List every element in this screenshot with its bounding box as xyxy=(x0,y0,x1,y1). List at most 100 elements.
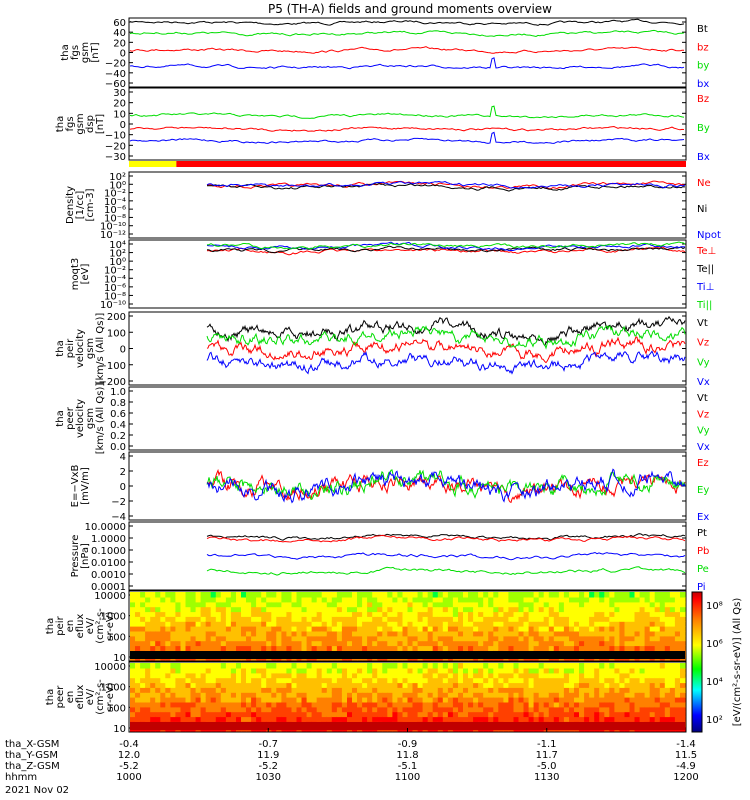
spectrogram-cell xyxy=(256,635,262,642)
spectrogram-cell xyxy=(609,611,615,617)
spectrogram-cell xyxy=(291,621,298,627)
spectrogram-cell xyxy=(609,682,615,688)
y-axis-label: thapeerenefluxeV/(cm²-s-sr-eV) xyxy=(45,679,116,715)
spectrogram-cell xyxy=(584,621,590,627)
spectrogram-cell xyxy=(205,711,212,718)
spectrogram-cell xyxy=(563,687,570,693)
spectrogram-cell xyxy=(165,640,171,647)
spectrogram-cell xyxy=(155,635,161,642)
spectrogram-cell xyxy=(513,621,520,627)
spectrogram-cell xyxy=(241,687,247,693)
spectrogram-cell xyxy=(180,672,187,679)
spectrogram-cell xyxy=(599,667,605,674)
spectrogram-cell xyxy=(195,621,202,627)
spectrogram-cell xyxy=(377,706,383,713)
spectrogram-cell xyxy=(634,716,641,722)
spectrogram-cell xyxy=(392,621,398,627)
spectrogram-cell xyxy=(639,596,646,603)
spectrogram-cell xyxy=(493,601,499,608)
panel-9: 10000100010010thapeirenefluxeV/(cm²-s-sr… xyxy=(45,590,687,664)
spectrogram-cell xyxy=(326,687,333,693)
spectrogram-cell xyxy=(241,596,247,603)
spectrogram-cell xyxy=(543,672,550,679)
spectrogram-cell xyxy=(266,672,272,679)
spectrogram-cell xyxy=(432,635,439,642)
spectrogram-cell xyxy=(200,716,207,722)
spectrogram-cell xyxy=(437,677,444,684)
spectrogram-cell xyxy=(422,626,429,632)
spectrogram-cell xyxy=(574,606,580,613)
spectrogram-cell xyxy=(669,611,676,617)
spectrogram-cell xyxy=(190,692,197,698)
spectrogram-cell xyxy=(680,682,686,688)
spectrogram-cell xyxy=(291,701,298,708)
spectrogram-cell xyxy=(246,611,252,617)
spectrogram-cell xyxy=(452,663,459,669)
spectrogram-cell xyxy=(155,592,161,598)
spectrogram-cell xyxy=(553,611,560,617)
spectrogram-cell xyxy=(352,663,358,669)
spectrogram-cell xyxy=(624,663,631,669)
spectrogram-cell xyxy=(503,687,509,693)
spectrogram-cell xyxy=(579,677,585,684)
spectrogram-cell xyxy=(200,611,207,617)
spectrogram-cell xyxy=(543,716,550,722)
spectrogram-cell xyxy=(468,682,474,688)
spectrogram-cell xyxy=(185,640,192,647)
spectrogram-cell xyxy=(528,672,535,679)
legend-Te⊥: Te⊥ xyxy=(696,246,716,257)
spectrogram-cell xyxy=(483,645,489,651)
spectrogram-cell xyxy=(195,701,202,708)
spectrogram-cell xyxy=(468,716,474,722)
spectrogram-cell xyxy=(291,687,298,693)
spectrogram-cell xyxy=(210,601,217,608)
spectrogram-cell xyxy=(246,711,252,718)
spectrogram-cell xyxy=(331,611,338,617)
spectrogram-cell xyxy=(331,592,338,598)
spectrogram-cell xyxy=(447,677,454,684)
spectrogram-cell xyxy=(195,677,202,684)
spectrogram-cell xyxy=(321,701,328,708)
spectrogram-cell xyxy=(306,667,313,674)
spectrogram-cell xyxy=(473,677,479,684)
spectrogram-cell xyxy=(296,672,303,679)
spectrogram-cell xyxy=(569,672,575,679)
spectrogram-cell xyxy=(553,601,560,608)
spectrogram-cell xyxy=(644,692,651,698)
spectrogram-cell xyxy=(387,592,393,598)
spectrogram-cell xyxy=(160,640,166,647)
spectrogram-cell xyxy=(442,621,449,627)
spectrogram-cell xyxy=(251,626,257,632)
spectrogram-cell xyxy=(498,645,504,651)
spectrogram-cell xyxy=(397,706,403,713)
y-tick-label: 10⁻⁴ xyxy=(104,274,126,285)
spectrogram-cell xyxy=(130,626,136,632)
spectrogram-cell xyxy=(629,701,636,708)
spectrogram-cell xyxy=(220,697,227,703)
spectrogram-cell xyxy=(241,616,247,622)
spectrogram-cell xyxy=(669,711,676,718)
spectrogram-cell xyxy=(523,677,530,684)
spectrogram-cell xyxy=(629,596,636,603)
spectrogram-cell xyxy=(296,645,303,651)
spectrogram-cell xyxy=(200,645,207,651)
spectrogram-cell xyxy=(326,711,333,718)
spectrogram-cell xyxy=(246,677,252,684)
x-row-label: tha_X-GSM xyxy=(5,739,59,750)
spectrogram-cell xyxy=(347,682,353,688)
spectrogram-cell xyxy=(170,611,176,617)
spectrogram-cell xyxy=(654,716,661,722)
y-axis-label: thapeirvelocitygsm[km/s (All Qs)] xyxy=(55,313,106,385)
spectrogram-cell xyxy=(347,616,353,622)
spectrogram-cell xyxy=(584,701,590,708)
spectrogram-cell xyxy=(664,697,671,703)
spectrogram-cell xyxy=(402,697,409,703)
spectrogram-cell xyxy=(659,621,666,627)
y-tick-label: 200 xyxy=(107,312,126,323)
spectrogram-cell xyxy=(553,711,560,718)
spectrogram-cell xyxy=(452,672,459,679)
spectrogram-cell xyxy=(604,616,610,622)
spectrogram-cell xyxy=(427,667,434,674)
spectrogram-cell xyxy=(664,711,671,718)
spectrogram-cell xyxy=(452,626,459,632)
